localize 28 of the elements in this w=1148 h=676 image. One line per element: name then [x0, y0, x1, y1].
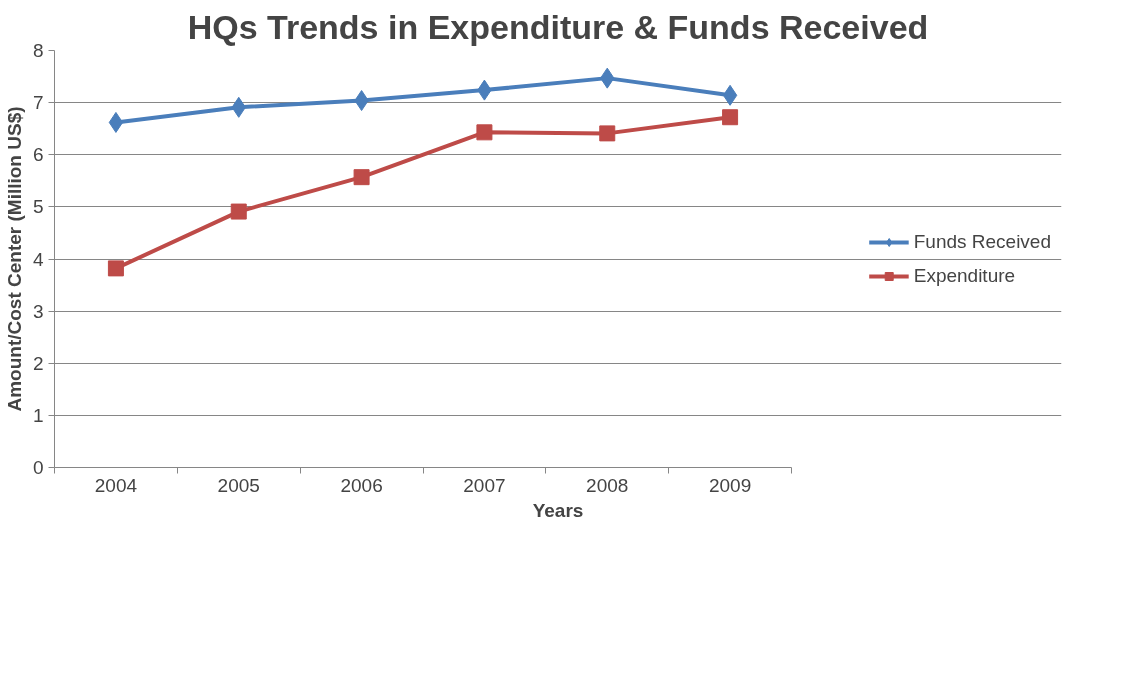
y-tick-label: 3 — [32, 300, 44, 322]
point — [722, 84, 738, 106]
x-tick-label: 2004 — [94, 474, 138, 496]
y-tick-label: 0 — [32, 457, 44, 478]
x-tick-label: 2009 — [708, 474, 752, 496]
x-tick-label: 2008 — [586, 474, 629, 496]
y-tick-label: 7 — [32, 92, 44, 114]
y-tick-label: 8 — [32, 40, 44, 61]
legend-label: Expenditure — [913, 264, 1016, 287]
x-tick-label: 2005 — [217, 474, 260, 496]
x-axis-title: Years — [532, 499, 584, 521]
point — [353, 169, 370, 186]
y-axis-title: Amount/Cost Center (Million US$) — [3, 106, 25, 412]
legend-label: Funds Received — [913, 230, 1051, 253]
chart-title: HQs Trends in Expenditure & Funds Received — [187, 7, 929, 46]
y-tick-label: 5 — [32, 196, 44, 218]
point — [722, 109, 739, 126]
y-tick-label: 6 — [32, 144, 44, 166]
point — [230, 203, 247, 220]
point — [599, 125, 616, 142]
x-tick-label: 2006 — [340, 474, 383, 496]
point — [107, 260, 124, 277]
x-tick-label: 2007 — [463, 474, 506, 496]
y-tick-label: 4 — [32, 248, 44, 270]
y-tick-label: 1 — [32, 404, 44, 426]
point — [108, 111, 124, 133]
y-tick-label: 2 — [32, 352, 44, 374]
point — [476, 124, 493, 141]
